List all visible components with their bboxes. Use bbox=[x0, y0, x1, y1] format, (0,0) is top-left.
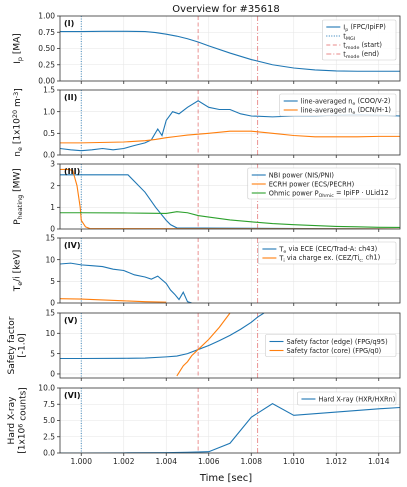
legend-entry: NBI power (NIS/PNI) bbox=[269, 171, 334, 179]
y-axis-label: Hard X-ray[1x106​ counts] bbox=[7, 387, 28, 454]
legend: Ip​ (FPC/IpiFP)tMGI​tmode​ (start)tmode​… bbox=[321, 19, 397, 61]
legend-box bbox=[279, 93, 397, 117]
x-tick-label: 1.004 bbox=[156, 457, 178, 466]
y-axis-label: Safety factor[-1.0] bbox=[7, 316, 27, 374]
legend: Safety factor (edge) (FPG/q95)Safety fac… bbox=[265, 334, 397, 357]
y-tick-label: 0.5 bbox=[43, 129, 55, 138]
legend-entry: Safety factor (edge) (FPG/q95) bbox=[287, 338, 388, 346]
x-tick-label: 1.002 bbox=[113, 457, 135, 466]
panel-label: (II) bbox=[64, 93, 77, 102]
y-tick-label: 15 bbox=[45, 309, 55, 318]
series-line-5-1 bbox=[60, 313, 265, 360]
x-tick-label: 1.012 bbox=[326, 457, 348, 466]
series-line-4-2 bbox=[60, 298, 167, 303]
x-axis-label: Time [sec] bbox=[199, 473, 252, 484]
legend-box bbox=[265, 334, 397, 357]
y-tick-label: 1.00 bbox=[38, 12, 55, 21]
y-tick-label: 7.5 bbox=[43, 400, 55, 409]
panel-2: 0.0 0.5 1.0 1.5 (II) ne​ [1x1020​ m-3​] line-a… bbox=[11, 86, 401, 160]
series-line-3-2 bbox=[60, 168, 400, 229]
y-tick-label: 0.0 bbox=[43, 151, 55, 160]
panel-label: (I) bbox=[64, 19, 74, 28]
panel-frame bbox=[59, 312, 401, 379]
legend-entry: line-averaged ne​ (DCN/H-1) bbox=[301, 106, 391, 116]
y-tick-label: 2.5 bbox=[43, 432, 55, 441]
x-tick-label: 1.014 bbox=[368, 457, 390, 466]
y-tick-label: 5.0 bbox=[43, 416, 55, 425]
panel-label: (IV) bbox=[64, 241, 80, 250]
legend: Hard X-ray (HXR/HXRn) bbox=[297, 391, 397, 406]
y-tick-label: 2 bbox=[50, 181, 55, 190]
legend-entry: Safety factor (core) (FPG/q0) bbox=[287, 347, 382, 355]
series-line-1-1 bbox=[60, 30, 400, 72]
y-tick-label: 0.75 bbox=[38, 28, 55, 37]
y-tick-label: 15 bbox=[45, 234, 55, 243]
y-tick-label: 0 bbox=[50, 370, 55, 379]
y-tick-label: 0.0 bbox=[43, 449, 55, 458]
y-tick-label: 1 bbox=[50, 203, 55, 212]
legend-entry: line-averaged ne​ (COO/V-2) bbox=[301, 97, 391, 107]
x-tick-label: 1.006 bbox=[198, 457, 220, 466]
panel-frame bbox=[59, 163, 401, 230]
legend-box bbox=[321, 19, 397, 61]
legend-box bbox=[297, 391, 397, 406]
panel-label: (VI) bbox=[64, 391, 80, 400]
y-tick-label: 10 bbox=[45, 255, 55, 264]
panel-4: 0 5 10 15 (IV) Te​/i [keV] Te​ via ECE (CEC/Tr… bbox=[12, 234, 401, 308]
y-axis-label: ne​ [1x1020​ m-3​] bbox=[11, 88, 24, 156]
y-tick-label: 0.00 bbox=[38, 77, 55, 86]
series-line-3-1 bbox=[60, 174, 400, 229]
legend-entry: tmode​ (end) bbox=[343, 50, 379, 60]
y-axis-label: Te​/i [keV] bbox=[12, 250, 24, 293]
panel-6: 0.0 2.5 5.0 7.5 10.0 (VI) Hard X-ray[1x106​ co… bbox=[7, 384, 401, 458]
panel-frame bbox=[59, 237, 401, 304]
y-tick-label: 0 bbox=[50, 225, 55, 234]
series-line-4-1 bbox=[60, 262, 192, 303]
panel-1: 0.00 0.25 0.50 0.75 1.00 (I) Ip​ [MA] Ip​ (FPC/… bbox=[12, 12, 401, 86]
legend: line-averaged ne​ (COO/V-2)line-averaged… bbox=[279, 93, 397, 117]
y-axis-label: Ip​ [MA] bbox=[12, 33, 24, 64]
figure-title: Overview for #35618 bbox=[172, 4, 279, 15]
panel-3: 0 1 2 3 (III) Pheating​ [MW] NBI power (NIS/PN… bbox=[12, 160, 401, 234]
legend-entry: Hard X-ray (HXR/HXRn) bbox=[318, 395, 395, 403]
series-line-2-2 bbox=[60, 130, 400, 144]
y-tick-label: 0.50 bbox=[38, 44, 55, 53]
y-tick-label: 0.25 bbox=[38, 60, 55, 69]
legend-entry: ECRH power (ECS/PECRH) bbox=[269, 180, 355, 188]
legend-entry: tmode​ (start) bbox=[343, 41, 382, 51]
y-tick-label: 1.0 bbox=[43, 107, 55, 116]
x-tick-label: 1.010 bbox=[283, 457, 305, 466]
y-tick-label: 5 bbox=[50, 349, 55, 358]
y-axis-label: Pheating​ [MW] bbox=[12, 168, 24, 225]
panel-frame bbox=[59, 89, 401, 156]
legend-box bbox=[247, 167, 397, 200]
legend-entry: Ti​ via charge ex. (CEZ/Tic:​ ch1) bbox=[278, 253, 380, 264]
y-tick-label: 10 bbox=[45, 329, 55, 338]
legend-entry: Ohmic power POhmic​ = IpiFP · ULid12 bbox=[269, 189, 389, 199]
series-line-5-2 bbox=[176, 313, 231, 377]
panels-group: 0.000.250.500.751.00(I)Ip​ [MA]Ip​ (FPC/… bbox=[7, 12, 401, 466]
panel-label: (V) bbox=[64, 316, 78, 325]
series-line-3-3 bbox=[60, 211, 400, 229]
legend-entry: tMGI​ bbox=[343, 32, 355, 41]
y-tick-label: 1.5 bbox=[43, 86, 55, 95]
x-tick-label: 1.008 bbox=[241, 457, 263, 466]
y-tick-label: 5 bbox=[50, 277, 55, 286]
x-tick-label: 1.000 bbox=[71, 457, 93, 466]
panel-label: (III) bbox=[64, 167, 80, 176]
y-tick-label: 3 bbox=[50, 160, 55, 169]
legend: NBI power (NIS/PNI)ECRH power (ECS/PECRH… bbox=[247, 167, 397, 200]
y-tick-label: 0 bbox=[50, 299, 55, 308]
legend-box bbox=[258, 241, 397, 265]
y-tick-label: 10.0 bbox=[38, 384, 55, 393]
legend: Te​ via ECE (CEC/Trad-A: ch43)Ti​ via ch… bbox=[258, 241, 397, 265]
series-line-6-1 bbox=[60, 402, 400, 453]
legend-entry: Te​ via ECE (CEC/Trad-A: ch43) bbox=[278, 245, 377, 255]
legend-entry: Ip​ (FPC/IpiFP) bbox=[343, 23, 386, 33]
panel-5: 0 5 10 15 (V) Safety factor[-1.0] Safety facto… bbox=[7, 309, 401, 381]
